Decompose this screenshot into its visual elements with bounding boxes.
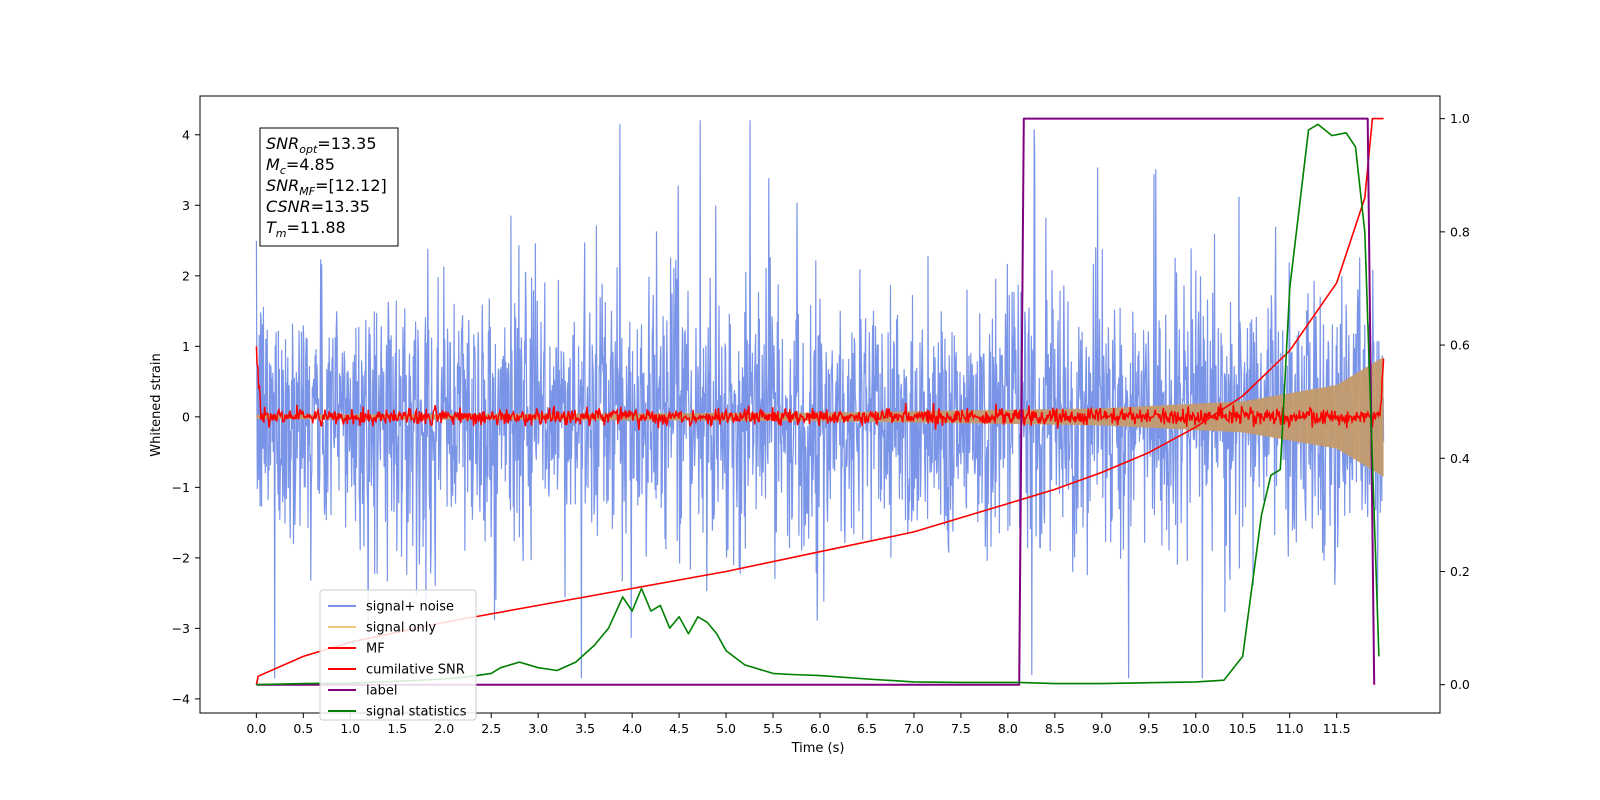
y2-tick-label: 0.8 bbox=[1450, 224, 1470, 239]
y2-tick-label: 1.0 bbox=[1450, 111, 1470, 126]
legend: signal+ noise signal only MF cumilative SNR… bbox=[319, 589, 477, 721]
x-tick-label: 11.0 bbox=[1276, 721, 1304, 736]
y2-tick-label: 0.0 bbox=[1450, 677, 1470, 692]
x-tick-label: 4.0 bbox=[622, 721, 642, 736]
y-tick-label: −1 bbox=[172, 480, 190, 495]
legend-label: MF bbox=[366, 642, 385, 657]
x-tick-label: 4.5 bbox=[669, 721, 689, 736]
info-line: SNRMF=[12.12] bbox=[266, 176, 387, 198]
series-signal-statistics bbox=[256, 123, 1380, 686]
series-mf bbox=[255, 346, 1385, 431]
x-tick-label: 2.0 bbox=[434, 721, 454, 736]
x-axis-title: Time (s) bbox=[791, 741, 845, 756]
x-tick-label: 6.5 bbox=[857, 721, 877, 736]
x-axis: 0.0 0.5 1.0 1.5 2.0 2.5 3.0 3.5 4.0 4.5 5.0 5.5 6.0 6… bbox=[246, 713, 1351, 736]
x-tick-label: 9.5 bbox=[1139, 721, 1159, 736]
x-tick-label: 0.5 bbox=[293, 721, 313, 736]
y2-tick-label: 0.4 bbox=[1450, 451, 1470, 466]
y-tick-label: 2 bbox=[182, 268, 190, 283]
series-label bbox=[256, 117, 1376, 686]
x-tick-label: 8.0 bbox=[998, 721, 1018, 736]
y-tick-label: 3 bbox=[182, 198, 190, 213]
series-signal-noise bbox=[255, 120, 1385, 679]
x-tick-label: 10.5 bbox=[1229, 721, 1257, 736]
info-line: Mc=4.85 bbox=[266, 155, 335, 177]
x-tick-label: 11.5 bbox=[1323, 721, 1351, 736]
y-axis-right: 1.0 0.8 0.6 0.4 0.2 0.0 bbox=[1440, 111, 1470, 692]
x-tick-label: 8.5 bbox=[1045, 721, 1065, 736]
y-tick-label: 4 bbox=[182, 127, 190, 142]
x-tick-label: 6.0 bbox=[810, 721, 830, 736]
y-tick-label: −2 bbox=[172, 550, 190, 565]
x-tick-label: 5.5 bbox=[763, 721, 783, 736]
y-tick-label: 0 bbox=[182, 409, 190, 424]
info-line: CSNR=13.35 bbox=[266, 197, 370, 216]
x-tick-label: 3.0 bbox=[528, 721, 548, 736]
y-axis-title: Whitened strain bbox=[149, 353, 164, 456]
y-tick-label: 1 bbox=[182, 339, 190, 354]
y-axis-left: 4 3 2 1 0 −1 −2 −3 −4 bbox=[172, 127, 200, 706]
y-tick-label: −3 bbox=[172, 621, 190, 636]
x-tick-label: 0.0 bbox=[246, 721, 266, 736]
legend-label: cumilative SNR bbox=[366, 663, 465, 678]
legend-label: signal only bbox=[366, 621, 436, 636]
info-line: Tm=11.88 bbox=[266, 218, 346, 240]
x-tick-label: 7.0 bbox=[904, 721, 924, 736]
x-tick-label: 5.0 bbox=[716, 721, 736, 736]
y-tick-label: −4 bbox=[172, 691, 190, 706]
legend-label: signal+ noise bbox=[366, 600, 454, 615]
x-tick-label: 1.5 bbox=[387, 721, 407, 736]
legend-label: label bbox=[366, 684, 397, 699]
x-tick-label: 7.5 bbox=[951, 721, 971, 736]
x-tick-label: 3.5 bbox=[575, 721, 595, 736]
legend-label: signal statistics bbox=[366, 705, 467, 720]
info-annotation-box: SNRopt=13.35Mc=4.85SNRMF=[12.12]CSNR=13.… bbox=[259, 127, 399, 247]
x-tick-label: 9.0 bbox=[1092, 721, 1112, 736]
y2-tick-label: 0.6 bbox=[1450, 338, 1470, 353]
info-line: SNRopt=13.35 bbox=[266, 134, 377, 156]
x-tick-label: 1.0 bbox=[340, 721, 360, 736]
x-tick-label: 2.5 bbox=[481, 721, 501, 736]
x-tick-label: 10.0 bbox=[1182, 721, 1210, 736]
y2-tick-label: 0.2 bbox=[1450, 564, 1470, 579]
